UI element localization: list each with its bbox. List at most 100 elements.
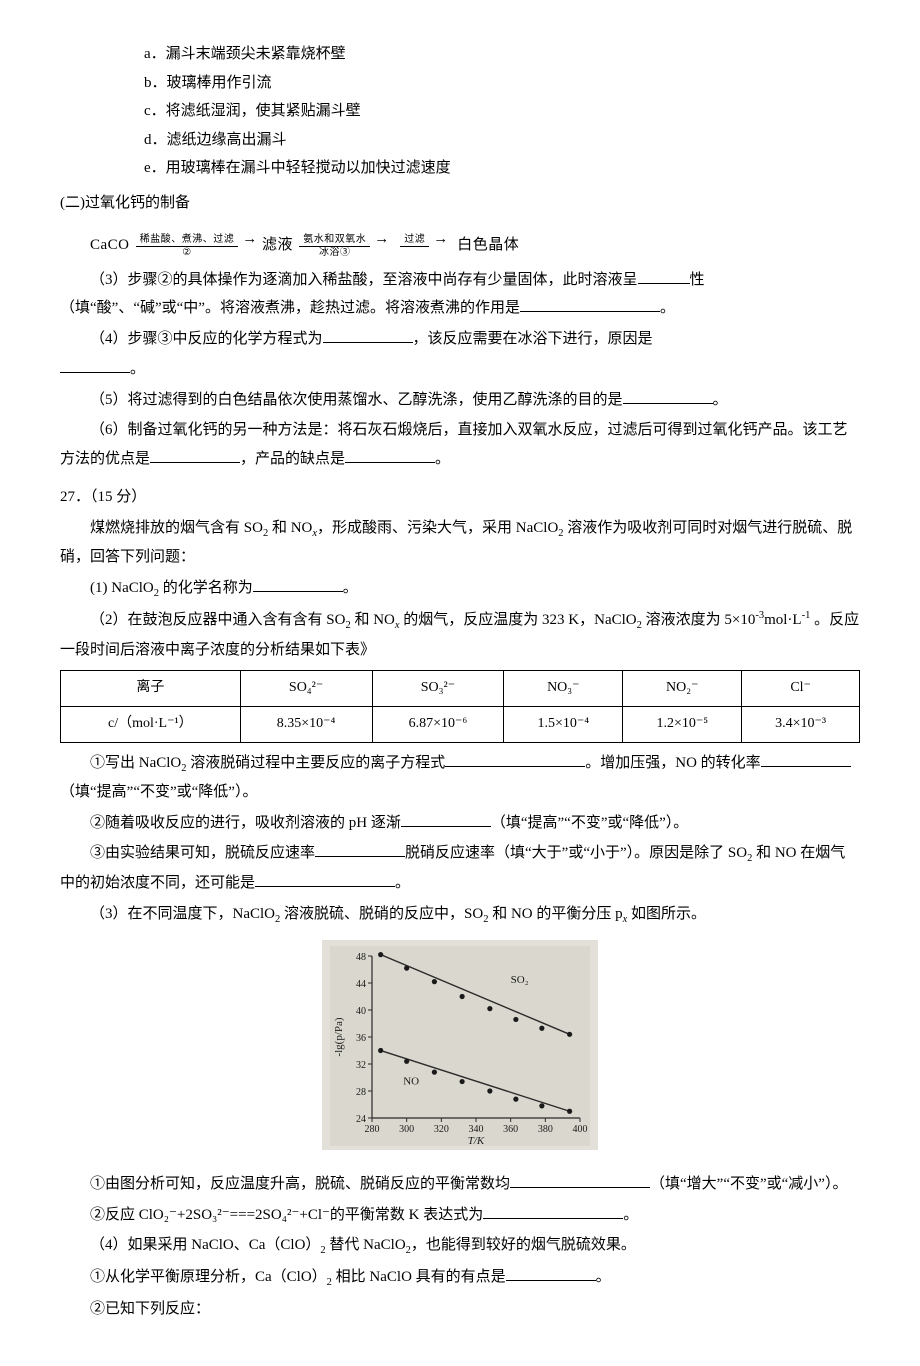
q27-2-sub2: ②随着吸收反应的进行，吸收剂溶液的 pH 逐渐（填“提高”“不变”或“降低”）。 (60, 809, 860, 838)
fill-blank[interactable] (315, 841, 405, 857)
question-5: （5）将过滤得到的白色结晶依次使用蒸馏水、乙醇洗涤，使用乙醇洗涤的目的是 。 (60, 386, 860, 415)
q5-text-a: （5）将过滤得到的白色结晶依次使用蒸馏水、乙醇洗涤，使用乙醇洗涤的目的是 (90, 392, 623, 408)
flow-arrow-3: 氨水和双氧水 冰浴③ (299, 235, 370, 258)
q27-4-sub2: ②已知下列反应： (60, 1295, 860, 1324)
table-row: c/（mol·L⁻¹） 8.35×10⁻⁴ 6.87×10⁻⁶ 1.5×10⁻⁴… (61, 706, 860, 742)
q27-2-sub3: ③由实验结果可知，脱硫反应速率脱硝反应速率（填“大于”或“小于”）。原因是除了 … (60, 839, 860, 897)
svg-text:NO: NO (403, 1075, 419, 1087)
fill-blank[interactable] (520, 296, 660, 312)
q3-text-a: （3）步骤②的具体操作为逐滴加入稀盐酸，至溶液中尚存有少量固体，此时溶液呈 (90, 272, 638, 288)
svg-text:28: 28 (356, 1087, 366, 1098)
sup: -3 (755, 610, 764, 621)
flow-step2-bot: ② (136, 247, 239, 258)
q4-text-b: ，该反应需要在冰浴下进行，原因是 (413, 331, 653, 347)
table-cell: 3.4×10⁻³ (742, 706, 860, 742)
reaction-flow: CaCO 稀盐酸、煮沸、过滤 ② → 滤液 氨水和双氧水 冰浴③ → 过滤 → … (90, 225, 860, 260)
fill-blank[interactable] (483, 1203, 623, 1219)
svg-text:44: 44 (356, 979, 366, 990)
t: 的烟气，反应温度为 323 K，NaClO (400, 612, 637, 628)
arrow-icon: → (240, 231, 258, 247)
arrow-icon: → (372, 231, 390, 247)
fill-blank[interactable] (323, 327, 413, 343)
t: 和 NO 的平衡分压 p (488, 906, 622, 922)
t: 溶液脱硫、脱硝的反应中，SO (280, 906, 483, 922)
question-6: （6）制备过氧化钙的另一种方法是：将石灰石煅烧后，直接加入双氧水反应，过滤后可得… (60, 416, 860, 473)
fill-blank[interactable] (510, 1172, 650, 1188)
fill-blank[interactable] (761, 751, 851, 767)
section-ii-heading: (二)过氧化钙的制备 (60, 189, 860, 218)
t: 溶液浓度为 5×10 (642, 612, 755, 628)
question-4: （4）步骤③中反应的化学方程式为 ，该反应需要在冰浴下进行，原因是 (60, 325, 860, 354)
svg-text:280: 280 (365, 1124, 380, 1135)
t: ③由实验结果可知，脱硫反应速率 (90, 845, 315, 861)
flow-arrow-2: 稀盐酸、煮沸、过滤 ② (136, 235, 239, 258)
option-b: b．玻璃棒用作引流 (60, 69, 860, 98)
option-a: a．漏斗末端颈尖未紧靠烧杯壁 (60, 40, 860, 69)
fill-blank[interactable] (345, 447, 435, 463)
table-cell: 1.5×10⁻⁴ (504, 706, 623, 742)
t: （4）如果采用 NaClO、Ca（ClO） (90, 1237, 320, 1253)
q27-3-sub2: ②反应 ClO₂⁻+2SO₃²⁻===2SO₄²⁻+Cl⁻的平衡常数 K 表达式… (60, 1201, 860, 1230)
table-header: Cl⁻ (742, 671, 860, 707)
table-header: 离子 (61, 671, 241, 707)
fill-blank[interactable] (401, 811, 491, 827)
svg-text:300: 300 (399, 1124, 414, 1135)
t: ，形成酸雨、污染大气，采用 NaClO (317, 520, 558, 536)
svg-text:-lg(p/Pa): -lg(p/Pa) (333, 1017, 345, 1056)
fill-blank[interactable] (255, 871, 395, 887)
q6-text-b: ，产品的缺点是 (240, 451, 345, 467)
t: (1) NaClO (90, 580, 154, 596)
q27-part4: （4）如果采用 NaClO、Ca（ClO）2 替代 NaClO2，也能得到较好的… (60, 1231, 860, 1261)
svg-text:SO₂: SO₂ (511, 974, 529, 986)
q4-text-c: 。 (130, 361, 145, 377)
flow-end: 白色晶体 (457, 237, 519, 253)
fill-blank[interactable] (623, 388, 713, 404)
svg-text:T/K: T/K (468, 1135, 485, 1146)
t: ①写出 NaClO (90, 755, 181, 771)
t: 相比 NaClO 具有的有点是 (332, 1269, 506, 1285)
table-header: NO₃⁻ (504, 671, 623, 707)
svg-text:400: 400 (573, 1124, 588, 1135)
q5-text-b: 。 (713, 392, 728, 408)
svg-text:48: 48 (356, 952, 366, 963)
q27-3-sub1: ①由图分析可知，反应温度升高，脱硫、脱硝反应的平衡常数均（填“增大”“不变”或“… (60, 1170, 860, 1199)
svg-text:360: 360 (503, 1124, 518, 1135)
table-header-row: 离子 SO₄²⁻ SO₃²⁻ NO₃⁻ NO₂⁻ Cl⁻ (61, 671, 860, 707)
fill-blank[interactable] (150, 447, 240, 463)
table-cell: 6.87×10⁻⁶ (372, 706, 504, 742)
table-cell: 1.2×10⁻⁵ (623, 706, 742, 742)
table-cell: c/（mol·L⁻¹） (61, 706, 241, 742)
t: 溶液脱硝过程中主要反应的离子方程式 (187, 755, 446, 771)
fill-blank[interactable] (253, 576, 343, 592)
svg-text:32: 32 (356, 1060, 366, 1071)
fill-blank[interactable] (638, 268, 690, 284)
t: 。 (343, 580, 358, 596)
fill-blank[interactable] (445, 751, 585, 767)
t: 替代 NaClO (326, 1237, 406, 1253)
t: 的化学名称为 (159, 580, 253, 596)
question-4-cont: 。 (60, 355, 860, 384)
t: （3）在不同温度下，NaClO (90, 906, 275, 922)
q4-text-a: （4）步骤③中反应的化学方程式为 (90, 331, 323, 347)
t: 如图所示。 (627, 906, 706, 922)
option-c: c．将滤纸湿润，使其紧贴漏斗壁 (60, 97, 860, 126)
table-header: SO₄²⁻ (240, 671, 372, 707)
svg-text:320: 320 (434, 1124, 449, 1135)
t: 煤燃烧排放的烟气含有 SO (90, 520, 263, 536)
arrow-icon: → (431, 231, 449, 247)
fill-blank[interactable] (506, 1265, 596, 1281)
flow-arrow-4: 过滤 (400, 235, 429, 258)
q27-2-sub1: ①写出 NaClO2 溶液脱硝过程中主要反应的离子方程式。增加压强，NO 的转化… (60, 749, 860, 807)
option-e: e．用玻璃棒在漏斗中轻轻搅动以加快过滤速度 (60, 154, 860, 183)
t: （2）在鼓泡反应器中通入含有含有 SO (90, 612, 345, 628)
t: 。增加压强，NO 的转化率 (585, 755, 760, 771)
flow-step2-top: 稀盐酸、煮沸、过滤 (136, 235, 239, 247)
q6-text-c: 。 (435, 451, 450, 467)
svg-text:40: 40 (356, 1006, 366, 1017)
fill-blank[interactable] (60, 357, 130, 373)
t: （填“提高”“不变”或“降低”）。 (60, 784, 257, 800)
flow-step3-top: 氨水和双氧水 (299, 235, 370, 247)
flow-step4-bot (400, 247, 429, 258)
option-d: d．滤纸边缘高出漏斗 (60, 126, 860, 155)
flow-step3-bot: 冰浴③ (299, 247, 370, 258)
